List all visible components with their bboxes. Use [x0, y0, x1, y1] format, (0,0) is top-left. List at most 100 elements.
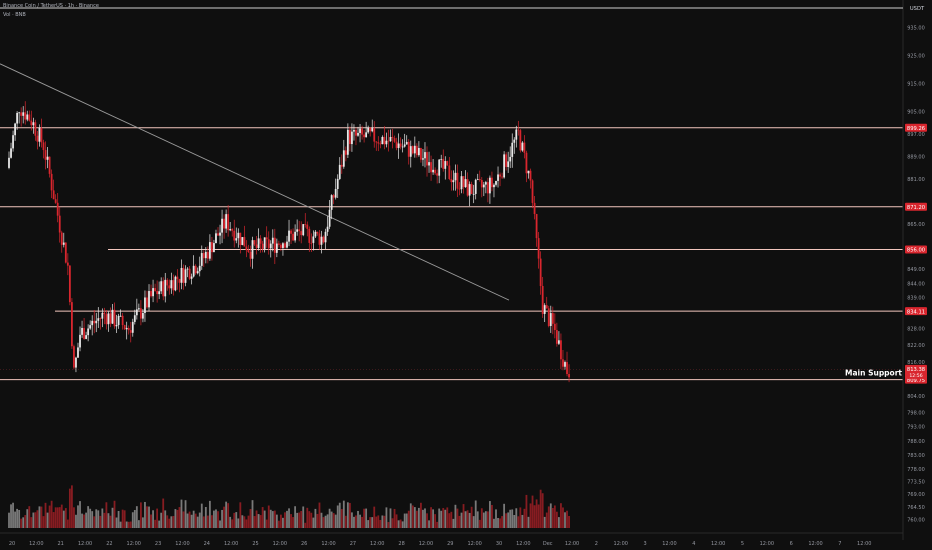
candle-body	[247, 250, 250, 253]
volume-bar	[211, 515, 213, 528]
volume-bar	[255, 510, 258, 528]
descending-trendline[interactable]	[0, 63, 510, 301]
volume-bar	[326, 514, 329, 528]
volume-bar	[54, 507, 57, 528]
volume-bar	[73, 507, 75, 528]
volume-bar	[139, 502, 142, 528]
volume-bar	[369, 517, 372, 528]
candle-body	[64, 242, 67, 263]
price-tick-label: 804.00	[907, 394, 925, 400]
candle-body	[480, 180, 483, 188]
volume-bar	[190, 514, 193, 528]
candle-body	[107, 313, 110, 325]
volume-bar	[551, 507, 554, 528]
candle-body	[342, 150, 345, 167]
candle-body	[353, 129, 355, 132]
candle-body	[470, 184, 473, 194]
volume-bar	[395, 514, 398, 528]
candle-body	[202, 253, 205, 259]
volume-bar	[480, 508, 483, 528]
volume-bar	[18, 509, 21, 528]
candle-body	[164, 279, 167, 297]
candle-body	[338, 164, 341, 179]
candle-body	[235, 238, 238, 241]
volume-bar	[456, 508, 459, 528]
volume-bar	[568, 516, 570, 528]
candle-body	[168, 285, 171, 289]
price-tick-label: 816.00	[907, 360, 925, 366]
volume-bar	[46, 512, 49, 528]
volume-bar	[442, 507, 445, 528]
candle-body	[66, 262, 69, 266]
candle-body	[409, 146, 412, 157]
candle-body	[24, 112, 27, 120]
volume-bar	[131, 512, 134, 528]
volume-bar	[162, 498, 165, 528]
volume-bar	[497, 518, 499, 528]
volume-bar	[253, 516, 256, 528]
time-tick-label: 25	[252, 541, 258, 547]
time-tick-label: 12:00	[370, 541, 384, 547]
volume-bar	[176, 509, 179, 528]
volume-bar	[338, 502, 341, 528]
volume-bar	[170, 516, 173, 528]
volume-bar	[409, 503, 412, 528]
time-tick-label: 12:00	[224, 541, 238, 547]
price-tick-label: 849.00	[907, 267, 925, 273]
volume-bar	[85, 512, 88, 528]
candle-body	[316, 231, 319, 234]
volume-bar	[434, 514, 437, 528]
candle-body	[294, 231, 297, 241]
volume-bar	[237, 518, 240, 528]
candle-body	[284, 243, 286, 248]
price-tick-label: 844.00	[907, 281, 925, 287]
volume-bar	[133, 509, 136, 528]
volume-bar	[484, 511, 487, 528]
time-tick-label: 12:00	[760, 541, 774, 547]
candle-body	[170, 280, 173, 289]
volume-bar	[8, 512, 10, 528]
volume-bar	[265, 519, 268, 528]
volume-bar	[125, 521, 128, 528]
candle-body	[519, 130, 522, 151]
candle-body	[355, 129, 357, 136]
candle-body	[531, 180, 534, 203]
time-tick-label: 12:00	[467, 541, 481, 547]
volume-bar	[225, 501, 228, 528]
volume-bar	[509, 509, 512, 528]
volume-bar	[148, 506, 150, 528]
candle-body	[383, 136, 386, 145]
candle-body	[462, 176, 465, 188]
candle-body	[545, 305, 548, 309]
candle-body	[135, 309, 138, 316]
volume-bar	[450, 511, 453, 528]
candle-body	[105, 314, 108, 325]
candle-body	[460, 176, 463, 190]
volume-bar	[71, 485, 73, 528]
candle-body	[346, 129, 349, 155]
candle-body	[46, 156, 49, 160]
volume-bar	[249, 509, 252, 528]
candle-body	[75, 357, 77, 368]
candle-body	[93, 320, 96, 324]
volume-bar	[38, 506, 41, 528]
volume-bar	[529, 503, 532, 528]
candle-body	[558, 340, 560, 344]
volume-bar	[64, 508, 67, 528]
candle-body	[85, 335, 88, 339]
level-price-badge	[905, 245, 927, 254]
current-price-badge	[905, 364, 927, 379]
candle-body	[369, 127, 372, 132]
candle-body	[233, 230, 236, 241]
candle-body	[351, 131, 353, 145]
volume-bar	[499, 518, 501, 528]
volume-bar	[440, 510, 443, 528]
candle-body	[541, 285, 544, 314]
candle-body	[290, 230, 292, 234]
candle-body	[200, 253, 203, 266]
volume-bar	[198, 512, 201, 528]
candle-body	[555, 330, 558, 344]
candle-body	[363, 134, 366, 138]
